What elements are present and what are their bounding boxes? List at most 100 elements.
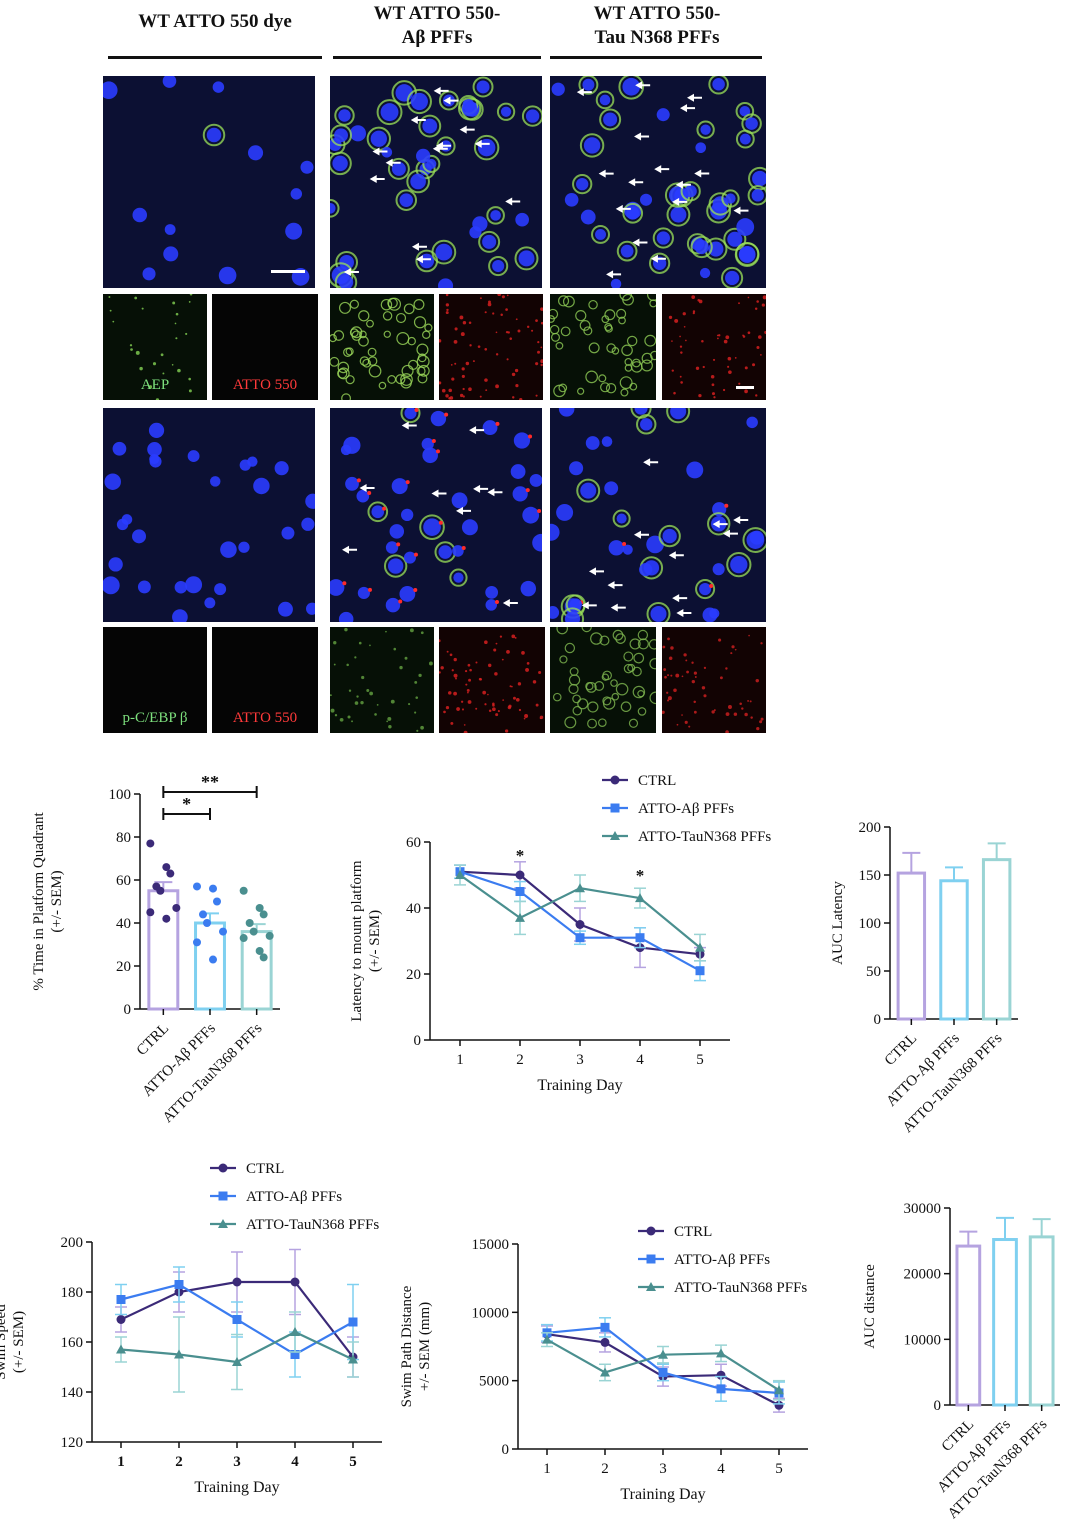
y-axis-label: (+/- SEM) — [367, 910, 383, 972]
cell-halo — [496, 102, 516, 121]
data-point — [515, 870, 525, 880]
x-tick-label: 3 — [233, 1454, 241, 1470]
cell-halo — [695, 579, 716, 600]
signal-dot — [369, 691, 374, 696]
signal-ring — [416, 343, 429, 356]
signal-dot — [727, 704, 732, 709]
legend-marker — [646, 1226, 656, 1236]
signal-dot — [702, 365, 705, 369]
signal-ring — [564, 642, 576, 654]
signal-dot — [682, 312, 686, 316]
nucleus — [149, 455, 162, 468]
micrograph-abeta-aep-channel — [330, 294, 434, 400]
signal-dot — [484, 378, 488, 382]
signal-dot — [188, 301, 191, 303]
signal-dot — [506, 649, 510, 654]
signal-dot — [493, 648, 497, 652]
y-tick-label: 100 — [109, 787, 132, 803]
signal-dot — [524, 713, 529, 718]
nucleus — [622, 544, 633, 555]
arrow-marker — [415, 255, 431, 264]
signal-ring — [630, 361, 643, 373]
data-point — [290, 1327, 300, 1336]
cell-halo — [406, 169, 430, 194]
signal-ring — [590, 632, 603, 645]
signal-dot — [532, 680, 537, 684]
signal-ring — [647, 294, 656, 301]
nucleus — [421, 437, 434, 451]
y-tick-label: 0 — [502, 1442, 510, 1458]
signal-dot — [467, 700, 472, 704]
signal-dot — [479, 297, 482, 300]
red-puncta — [413, 552, 418, 557]
signal-dot — [468, 678, 472, 682]
y-tick-label: 200 — [859, 820, 882, 836]
nucleus — [739, 105, 751, 117]
arrow-marker — [359, 484, 375, 493]
signal-dot — [415, 696, 419, 699]
nucleus — [247, 145, 264, 161]
signal-ring — [557, 295, 570, 307]
cell-halo — [579, 133, 605, 158]
signal-dot — [467, 691, 469, 694]
nucleus — [338, 275, 354, 288]
signal-dot — [514, 368, 519, 373]
signal-dot — [468, 321, 472, 324]
signal-ring — [569, 667, 579, 676]
nucleus — [112, 441, 127, 456]
y-tick-label: 80 — [116, 830, 131, 846]
signal-ring — [612, 629, 624, 641]
signal-ring — [632, 685, 646, 699]
signal-dot — [725, 667, 728, 670]
signal-ring — [624, 357, 633, 366]
signal-ring — [362, 358, 372, 368]
arrow-marker — [372, 147, 388, 156]
cell-halo — [735, 101, 755, 121]
legend-marker — [610, 803, 620, 813]
nucleus — [301, 517, 315, 531]
nucleus — [422, 447, 438, 464]
legend-marker — [610, 775, 620, 785]
nucleus — [137, 580, 151, 594]
signal-dot — [445, 394, 449, 398]
signal-ring — [598, 374, 607, 383]
signal-dot — [540, 346, 543, 349]
signal-dot — [535, 703, 539, 707]
nucleus — [253, 477, 270, 495]
signal-ring — [605, 382, 617, 394]
nucleus — [399, 193, 414, 207]
x-tick-label: 4 — [717, 1461, 725, 1477]
signal-dot — [467, 663, 471, 667]
signal-dot — [451, 377, 455, 381]
x-tick-label: 3 — [576, 1052, 584, 1068]
signal-ring — [605, 324, 613, 333]
signal-dot — [518, 708, 522, 712]
signal-dot — [523, 717, 526, 720]
data-point — [209, 955, 217, 964]
signal-dot — [188, 389, 192, 393]
nucleus — [558, 408, 575, 417]
arrow-marker — [632, 238, 648, 247]
signal-dot — [664, 675, 667, 679]
signal-ring — [649, 658, 656, 670]
signal-dot — [393, 647, 397, 651]
signal-dot — [540, 321, 543, 325]
signal-ring — [650, 350, 656, 361]
signal-dot — [703, 694, 707, 698]
nucleus — [472, 216, 488, 232]
nuclei-pattern — [103, 422, 315, 622]
cell-halo — [572, 173, 593, 195]
signal-ring — [615, 682, 629, 696]
signal-ring — [358, 310, 370, 322]
nucleus — [164, 224, 176, 235]
nucleus — [580, 209, 596, 225]
signal-dot — [698, 299, 703, 304]
signal-dot — [535, 362, 539, 366]
nucleus — [391, 161, 406, 176]
data-point — [146, 839, 155, 848]
y-axis-label: Swim Path Distance — [399, 1285, 415, 1407]
legend-marker — [610, 831, 620, 840]
signal-dot — [446, 308, 449, 312]
signal-dot — [445, 705, 450, 710]
nucleus — [656, 231, 670, 245]
